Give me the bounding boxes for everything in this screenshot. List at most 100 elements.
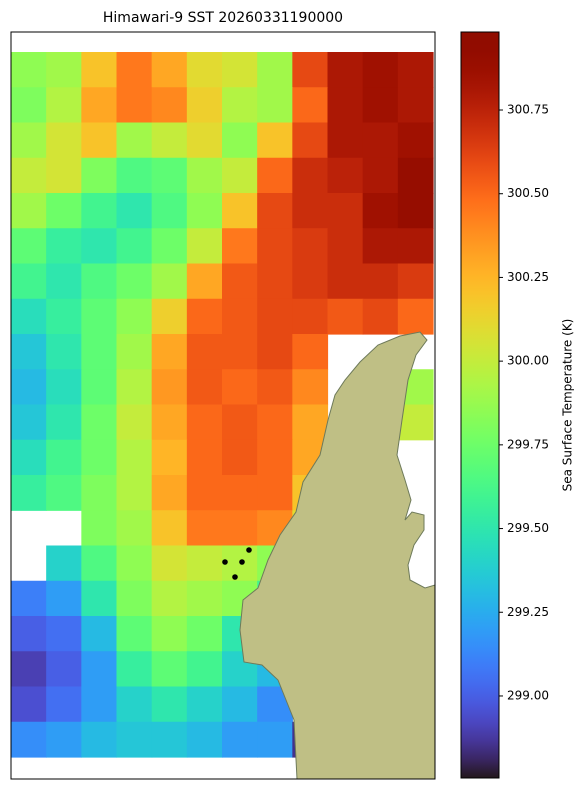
sst-cell bbox=[81, 404, 118, 441]
sst-cell bbox=[11, 475, 47, 511]
sst-cell bbox=[222, 334, 258, 370]
sst-cell bbox=[11, 580, 47, 617]
sst-cell bbox=[222, 404, 258, 441]
sst-cell bbox=[222, 298, 258, 335]
sst-cell bbox=[116, 510, 153, 547]
colorbar-tick-label: 299.50 bbox=[507, 521, 549, 535]
sst-cell bbox=[116, 580, 153, 617]
sst-cell bbox=[186, 686, 223, 723]
sst-cell bbox=[222, 369, 258, 406]
sst-cell bbox=[186, 510, 223, 547]
sst-cell bbox=[222, 510, 258, 547]
sst-cell bbox=[257, 298, 293, 335]
sst-cell bbox=[292, 122, 329, 159]
sst-cell bbox=[116, 686, 153, 723]
sst-cell bbox=[292, 298, 329, 335]
sst-cell bbox=[81, 545, 118, 582]
sst-cell bbox=[186, 369, 223, 406]
land bbox=[239, 331, 436, 780]
sst-cell bbox=[11, 87, 47, 124]
sst-cell bbox=[46, 580, 82, 617]
sst-cell bbox=[257, 404, 293, 441]
sst-cell bbox=[11, 651, 47, 688]
sst-cell bbox=[151, 87, 188, 124]
sst-cell bbox=[81, 193, 118, 229]
sst-cell bbox=[11, 404, 47, 441]
sst-cell bbox=[186, 334, 223, 370]
sst-cell bbox=[257, 439, 293, 476]
sst-cell bbox=[11, 157, 47, 194]
sst-cell bbox=[257, 122, 293, 159]
sst-cell bbox=[151, 686, 188, 723]
station bbox=[222, 559, 228, 565]
station-points bbox=[222, 547, 252, 580]
sst-cell bbox=[292, 263, 329, 300]
sst-cell bbox=[81, 369, 118, 406]
sst-cell bbox=[116, 193, 153, 229]
sst-cell bbox=[186, 580, 223, 617]
sst-cell bbox=[222, 52, 258, 88]
sst-cell bbox=[46, 52, 82, 88]
sst-cell bbox=[46, 439, 82, 476]
sst-cell bbox=[222, 193, 258, 229]
station bbox=[239, 559, 245, 565]
sst-cell bbox=[46, 686, 82, 723]
sst-cell bbox=[116, 616, 153, 652]
sst-cell bbox=[151, 651, 188, 688]
sst-cell bbox=[46, 721, 82, 758]
sst-cell bbox=[116, 157, 153, 194]
sst-cell bbox=[151, 122, 188, 159]
sst-cell bbox=[11, 334, 47, 370]
sst-cell bbox=[257, 157, 293, 194]
station bbox=[246, 547, 252, 553]
sst-cell bbox=[362, 298, 399, 335]
sst-cell bbox=[116, 52, 153, 88]
sst-cell bbox=[81, 616, 118, 652]
sst-cell bbox=[257, 369, 293, 406]
sst-cell bbox=[222, 122, 258, 159]
sst-cell bbox=[46, 369, 82, 406]
sst-cell bbox=[151, 298, 188, 335]
sst-cell bbox=[362, 228, 399, 265]
sst-cell bbox=[81, 157, 118, 194]
chart-title: Himawari-9 SST 20260331190000 bbox=[103, 10, 343, 26]
sst-cell bbox=[222, 686, 258, 723]
sst-cell bbox=[257, 193, 293, 229]
sst-cell bbox=[186, 545, 223, 582]
sst-cell bbox=[81, 263, 118, 300]
sst-cell bbox=[116, 228, 153, 265]
sst-cell bbox=[11, 369, 47, 406]
colorbar-label: Sea Surface Temperature (K) bbox=[561, 319, 575, 492]
sst-cell bbox=[116, 404, 153, 441]
sst-cell bbox=[186, 87, 223, 124]
sst-cell bbox=[186, 228, 223, 265]
sst-cell bbox=[151, 545, 188, 582]
sst-cell bbox=[151, 193, 188, 229]
colorbar-tick-label: 300.00 bbox=[507, 354, 549, 368]
sst-raster bbox=[11, 52, 434, 758]
sst-cell bbox=[362, 193, 399, 229]
sst-cell bbox=[292, 334, 329, 370]
sst-cell bbox=[11, 52, 47, 88]
sst-cell bbox=[116, 651, 153, 688]
sst-cell bbox=[46, 87, 82, 124]
sst-cell bbox=[362, 263, 399, 300]
colorbar-tick-label: 300.50 bbox=[507, 186, 549, 200]
sst-cell bbox=[327, 193, 364, 229]
sst-cell bbox=[81, 721, 118, 758]
sst-cell bbox=[46, 157, 82, 194]
sst-cell bbox=[116, 475, 153, 511]
sst-cell bbox=[151, 439, 188, 476]
sst-cell bbox=[81, 651, 118, 688]
sst-cell bbox=[292, 369, 329, 406]
sst-cell bbox=[46, 545, 82, 582]
sst-cell bbox=[116, 298, 153, 335]
sst-cell bbox=[11, 228, 47, 265]
sst-cell bbox=[116, 369, 153, 406]
colorbar-tick-label: 300.25 bbox=[507, 270, 549, 284]
sst-cell bbox=[46, 616, 82, 652]
map-frame bbox=[10, 31, 436, 780]
sst-cell bbox=[186, 651, 223, 688]
station bbox=[232, 574, 238, 580]
